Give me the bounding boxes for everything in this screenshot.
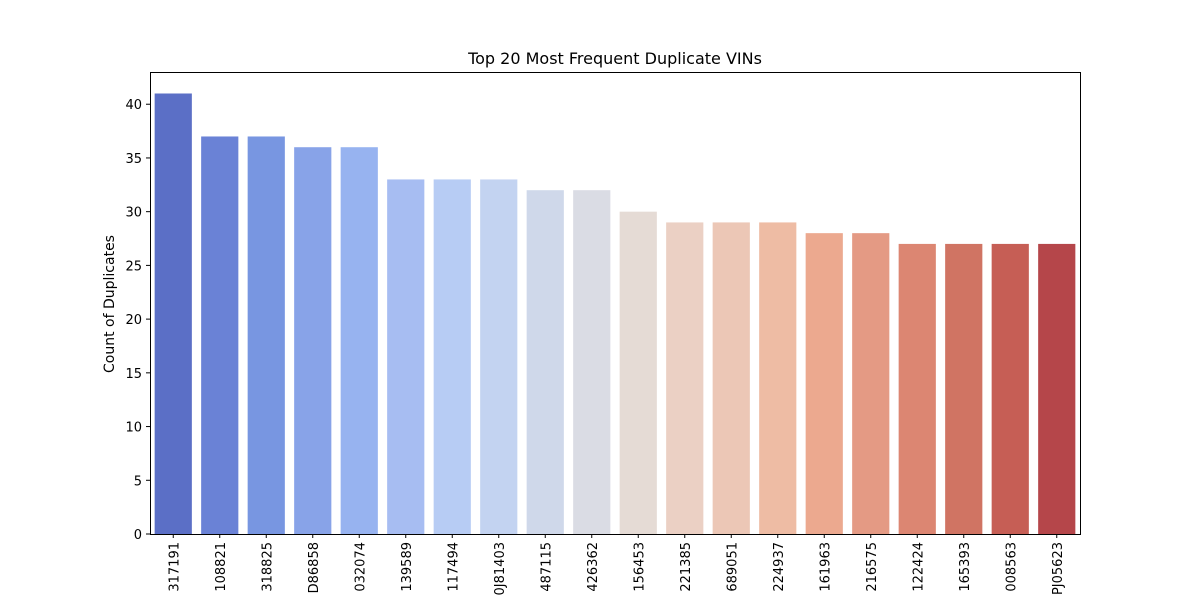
x-tick-label: 221385 <box>679 542 694 592</box>
x-tick-label: 161963 <box>818 542 833 592</box>
x-tick-label: 108821 <box>214 542 229 592</box>
bar <box>201 136 239 534</box>
x-tick-label: 156453 <box>632 542 647 592</box>
x-tick-label: 139589 <box>400 542 415 592</box>
y-tick-label: 40 <box>125 98 142 113</box>
x-tick-label: 216575 <box>865 542 880 592</box>
bar <box>387 179 425 534</box>
x-tick-label: 0J81403 <box>493 542 508 595</box>
x-tick-label: 426362 <box>586 542 601 592</box>
x-tick-label: D86858 <box>307 542 322 593</box>
bar <box>154 93 192 535</box>
x-tick-label: 318825 <box>260 542 275 592</box>
y-tick-label: 30 <box>125 206 142 221</box>
y-axis-ticks: 0 5 10 15 20 25 30 35 40 <box>125 98 150 543</box>
x-tick-label: 122424 <box>911 542 926 592</box>
x-tick-label: 032074 <box>353 542 368 592</box>
bar <box>898 243 936 534</box>
x-tick-label: 689051 <box>725 542 740 592</box>
y-tick-label: 0 <box>134 528 142 543</box>
bar <box>666 222 704 535</box>
plot-frame <box>150 72 1081 535</box>
bar <box>480 179 518 534</box>
x-axis-ticks: 317191 108821 318825 D86858 032074 139589 1174… <box>167 534 1066 595</box>
x-tick-label: 008563 <box>1004 542 1019 592</box>
y-tick-label: 20 <box>125 313 142 328</box>
bar <box>1038 243 1076 534</box>
x-tick-label: 165393 <box>958 542 973 592</box>
chart-title: Top 20 Most Frequent Duplicate VINs <box>467 49 762 68</box>
y-tick-label: 35 <box>125 152 142 167</box>
bar <box>852 233 890 534</box>
x-tick-label: 224937 <box>772 542 787 592</box>
bar <box>247 136 285 534</box>
bars-group <box>154 93 1076 535</box>
bar <box>991 243 1029 534</box>
y-tick-label: 5 <box>134 474 142 489</box>
bar <box>805 233 843 534</box>
x-tick-label: 487115 <box>539 542 554 592</box>
x-tick-label: 117494 <box>446 542 461 592</box>
y-tick-label: 25 <box>125 259 142 274</box>
bar <box>759 222 797 535</box>
bar <box>526 190 564 534</box>
bar <box>945 243 983 534</box>
bar <box>340 147 378 534</box>
bar <box>433 179 471 534</box>
x-tick-label: PJ05623 <box>1051 542 1066 595</box>
y-axis-label: Count of Duplicates <box>102 235 118 373</box>
bar <box>712 222 750 535</box>
y-tick-label: 10 <box>125 421 142 436</box>
bar <box>573 190 611 534</box>
bar <box>294 147 332 534</box>
x-tick-label: 317191 <box>167 542 182 592</box>
y-tick-label: 15 <box>125 367 142 382</box>
bar <box>619 211 657 535</box>
